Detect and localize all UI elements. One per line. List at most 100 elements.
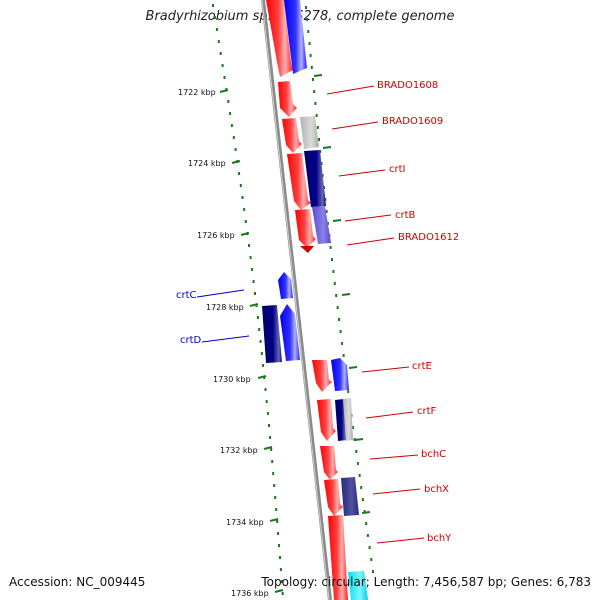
scale-dot: [258, 328, 261, 331]
gene-arrow[interactable]: [331, 358, 349, 391]
scale-dot: [335, 294, 338, 297]
gene-label-crte[interactable]: crtE: [412, 361, 432, 372]
scale-dot: [268, 424, 270, 427]
scale-dot: [363, 510, 366, 513]
accession-text: Accession: NC_009445: [9, 575, 146, 589]
forward-strand-genes: [266, 0, 348, 600]
gene-block[interactable]: [262, 305, 282, 363]
gene-arrow[interactable]: [280, 304, 300, 361]
scale-tick: [219, 89, 229, 93]
gene-block[interactable]: [348, 571, 368, 600]
gene-block[interactable]: [304, 150, 326, 207]
scale-dot: [358, 474, 361, 477]
scale-dot: [255, 304, 258, 307]
scale-dot: [318, 138, 320, 141]
scale-dot: [234, 148, 237, 151]
gene-arrow[interactable]: [266, 0, 293, 77]
gene-arrow[interactable]: [282, 118, 302, 153]
scale-dot: [331, 258, 333, 261]
gene-arrow[interactable]: [287, 153, 311, 210]
leader-line: [361, 366, 410, 373]
scale-dot: [239, 184, 242, 187]
scale-dot: [249, 256, 252, 259]
gene-arrow[interactable]: [317, 399, 336, 441]
gene-block[interactable]: [284, 0, 307, 74]
genome-backbone-highlight: [261, 0, 330, 600]
leader-line: [201, 335, 250, 343]
scale-dot: [270, 448, 273, 451]
gene-arrow[interactable]: [328, 515, 348, 600]
gene-label-bchy[interactable]: bchY: [427, 533, 452, 544]
leader-line: [369, 454, 419, 460]
gene-label-brado1608[interactable]: BRADO1608: [377, 80, 438, 91]
scale-tick-label: 1724 kbp: [188, 159, 226, 168]
gene-labels: BRADO1608 BRADO1609 crtI crtB BRADO1612 …: [176, 80, 459, 544]
gene-arrow[interactable]: [278, 272, 293, 299]
gene-label-crtc[interactable]: crtC: [176, 290, 197, 301]
scale-dot: [333, 282, 336, 285]
scale-dot: [339, 330, 342, 333]
genome-summary-text: Topology: circular; Length: 7,456,587 bp…: [261, 575, 591, 589]
gene-label-crti[interactable]: crtI: [389, 164, 405, 175]
scale-tick-label: 1734 kbp: [226, 518, 264, 527]
gene-label-brado1609[interactable]: BRADO1609: [382, 116, 443, 127]
scale-tick: [313, 74, 323, 77]
gene-arrow[interactable]: [295, 209, 316, 248]
scale-dot: [260, 352, 263, 355]
scale-tick: [348, 366, 358, 369]
gene-block[interactable]: [300, 116, 319, 149]
scale-dot: [279, 568, 282, 571]
scale-dot: [275, 508, 278, 511]
left-strand-genes: [262, 272, 300, 363]
scale-dot: [217, 40, 220, 43]
scale-dot: [265, 400, 268, 403]
scale-dot: [326, 222, 329, 225]
gene-label-bchc[interactable]: bchC: [421, 449, 446, 460]
scale-dot: [341, 342, 344, 345]
gene-block[interactable]: [343, 398, 353, 441]
scale-tick: [341, 293, 351, 296]
scale-dot: [251, 268, 254, 271]
gene-block[interactable]: [312, 206, 331, 244]
scale-dot: [278, 544, 280, 547]
leader-line: [376, 537, 425, 544]
scale-dot: [309, 54, 312, 57]
scale-dot: [262, 364, 265, 367]
scale-dot: [329, 246, 332, 249]
scale-dot: [266, 412, 269, 415]
scale-tick: [354, 438, 364, 441]
gene-arrow[interactable]: [312, 360, 332, 392]
scale-dot: [269, 436, 272, 439]
scale-tick: [269, 518, 279, 522]
leader-line: [372, 488, 421, 495]
scale-dots-left: [212, 4, 284, 595]
gene-label-crtd[interactable]: crtD: [180, 335, 202, 346]
scale-dot: [219, 52, 222, 55]
gene-arrow[interactable]: [278, 81, 297, 117]
scale-dot: [366, 534, 369, 537]
gene-label-crtf[interactable]: crtF: [417, 406, 437, 417]
scale-dot: [215, 28, 218, 31]
scale-tick-label: 1726 kbp: [197, 231, 235, 240]
scale-dot: [356, 462, 359, 465]
scale-tick-label: 1732 kbp: [220, 446, 258, 455]
scale-dot: [347, 390, 350, 393]
scale-tick: [240, 232, 250, 236]
gene-arrow[interactable]: [324, 479, 343, 516]
leader-line: [196, 289, 245, 298]
gene-block[interactable]: [341, 477, 359, 516]
scale-dot: [306, 18, 309, 21]
scale-dot: [213, 16, 216, 19]
gene-arrow: [300, 246, 314, 253]
scale-dot: [360, 486, 363, 489]
scale-dot: [252, 280, 255, 283]
gene-label-crtb[interactable]: crtB: [395, 210, 416, 221]
scale-dot: [338, 318, 341, 321]
gene-label-bchx[interactable]: bchX: [424, 484, 449, 495]
scale-dot: [353, 438, 356, 441]
scale-ticks: 1722 kbp 1724 kbp 1726 kbp 1728 kbp 1730…: [178, 74, 371, 598]
gene-arrow[interactable]: [320, 446, 338, 480]
scale-tick: [361, 511, 371, 514]
gene-label-brado1612[interactable]: BRADO1612: [398, 232, 459, 243]
